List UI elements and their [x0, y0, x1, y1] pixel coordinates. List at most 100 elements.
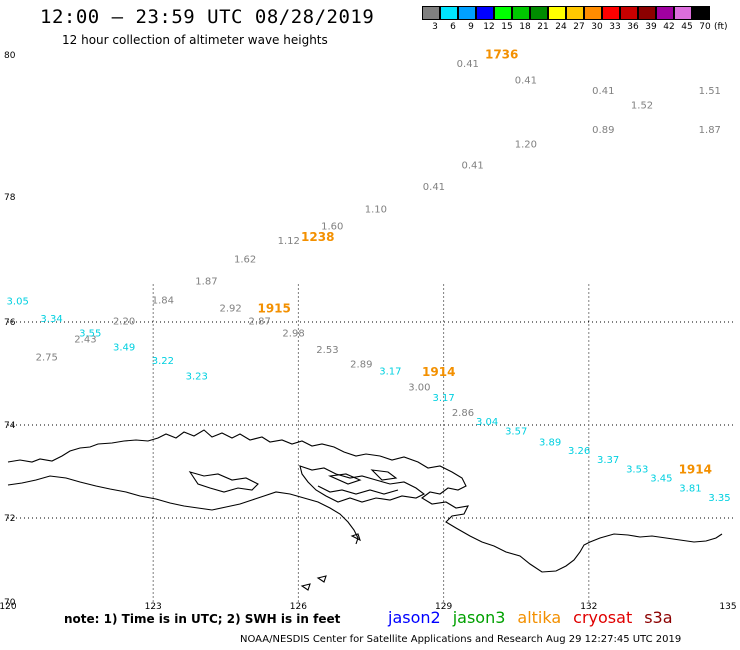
pass-time-label: 1914	[422, 365, 455, 379]
legend-swatch	[638, 6, 656, 20]
swh-label-cyan: 3.53	[626, 464, 648, 475]
satellite-legend: jason2 jason3 altika cryosat s3a	[388, 608, 685, 627]
swh-label-gray: 0.41	[457, 59, 479, 70]
small-island-3	[350, 533, 361, 542]
swh-label-cyan: 3.81	[679, 483, 701, 494]
units-note: note: 1) Time is in UTC; 2) SWH is in fe…	[64, 612, 341, 626]
pass-time-label: 1238	[301, 230, 334, 244]
legend-label: 24	[555, 22, 567, 32]
axis-labels: 120 123 126 129 132 135 80 78 76 74 72 70	[0, 51, 737, 612]
satellite-altika: altika	[517, 608, 562, 627]
coastline-main	[7, 429, 723, 573]
lon-tick-label: 135	[719, 602, 736, 612]
lat-tick-label: 70	[4, 598, 16, 608]
legend-label: 45	[681, 22, 693, 32]
swh-label-gray: 1.87	[195, 277, 217, 288]
legend-label: 15	[501, 22, 513, 32]
satellite-jason2: jason2	[388, 608, 441, 627]
swh-label-gray: 0.41	[462, 161, 484, 172]
satellite-cryosat: cryosat	[573, 608, 633, 627]
legend-swatch	[458, 6, 476, 20]
swh-label-cyan: 3.37	[597, 455, 619, 466]
legend-label: 36	[627, 22, 639, 32]
pass-time-label: 1914	[679, 462, 712, 476]
satellite-s3a: s3a	[644, 608, 673, 627]
swh-label-gray: 3.00	[408, 382, 430, 393]
lon-tick-label: 126	[290, 602, 307, 612]
swh-label-cyan: 3.89	[539, 437, 561, 448]
swh-label-gray: 2.87	[249, 317, 271, 328]
legend-label: 39	[645, 22, 657, 32]
swh-label-gray: 1.52	[631, 100, 653, 111]
swh-label-gray: 2.92	[220, 303, 242, 314]
swh-label-gray: 2.75	[36, 353, 58, 364]
legend-label: 9	[468, 22, 474, 32]
legend-label: 27	[573, 22, 585, 32]
legend-swatch	[602, 6, 620, 20]
pass-time-label: 1915	[257, 302, 290, 316]
swh-label-cyan: 3.17	[379, 367, 401, 378]
swh-label-cyan: 3.57	[505, 426, 527, 437]
swh-label-gray: 1.84	[152, 295, 174, 306]
small-island-2	[300, 583, 311, 591]
legend-swatch	[476, 6, 494, 20]
legend-label: 70	[699, 22, 711, 32]
swh-label-cyan: 3.04	[476, 417, 498, 428]
swh-label-gray: 2.20	[113, 317, 135, 328]
lena-delta	[299, 465, 426, 503]
swh-label-cyan: 3.17	[432, 393, 454, 404]
delta-islands	[327, 469, 398, 485]
legend-swatch	[656, 6, 674, 20]
altimeter-tracks: 0.41 0.41 0.41 1.52 1.51 0.89 1.87 1.20 0.41 0.41…	[7, 48, 731, 504]
swh-label-gray: 1.12	[278, 236, 300, 247]
swh-label-gray: 0.89	[592, 125, 614, 136]
lon-tick-label: 129	[435, 602, 452, 612]
pass-time-label: 1736	[485, 48, 518, 62]
legend-swatch	[692, 6, 710, 20]
lon-tick-label: 123	[145, 602, 162, 612]
legend-swatch	[440, 6, 458, 20]
legend-label: 3	[432, 22, 438, 32]
legend-swatch	[422, 6, 440, 20]
legend-swatch	[566, 6, 584, 20]
swh-label-cyan: 3.55	[79, 328, 101, 339]
small-island-1	[316, 575, 327, 583]
legend-unit: (ft)	[714, 22, 728, 32]
lat-tick-label: 76	[4, 318, 16, 328]
swh-label-cyan: 3.05	[7, 297, 29, 308]
swh-label-cyan: 3.34	[40, 314, 62, 325]
credit-line: NOAA/NESDIS Center for Satellite Applica…	[240, 634, 682, 645]
olenek-bay	[188, 471, 259, 493]
swh-label-gray: 2.86	[452, 408, 474, 419]
swh-label-gray: 0.41	[423, 182, 445, 193]
legend-label: 6	[450, 22, 456, 32]
legend-swatch	[584, 6, 602, 20]
swh-label-gray: 1.20	[515, 139, 537, 150]
lat-tick-label: 74	[4, 421, 16, 431]
legend-swatch	[620, 6, 638, 20]
swh-label-gray: 1.60	[321, 222, 343, 233]
swh-label-gray: 0.41	[592, 86, 614, 97]
lat-tick-label: 72	[4, 514, 15, 524]
swh-label-gray: 2.53	[316, 345, 338, 356]
lat-lon-grid	[8, 284, 734, 602]
swh-label-gray: 2.43	[74, 335, 96, 346]
legend-label: 30	[591, 22, 603, 32]
legend-label: 33	[609, 22, 621, 32]
lat-tick-label: 80	[4, 51, 16, 61]
legend-label: 18	[519, 22, 531, 32]
satellite-jason3: jason3	[452, 608, 506, 627]
swh-label-gray: 1.62	[234, 255, 256, 266]
map-title: 12:00 – 23:59 UTC 08/28/2019	[40, 6, 375, 28]
map-subtitle: 12 hour collection of altimeter wave hei…	[62, 33, 328, 47]
swh-label-cyan: 3.23	[186, 372, 208, 383]
lena-channel	[317, 485, 399, 495]
legend-label: 42	[663, 22, 675, 32]
coastline-inner	[7, 475, 359, 545]
legend-label: 12	[483, 22, 495, 32]
legend-swatch	[530, 6, 548, 20]
legend-label: 21	[537, 22, 549, 32]
swh-label-cyan: 3.26	[568, 446, 590, 457]
swh-label-cyan: 3.45	[650, 474, 672, 485]
